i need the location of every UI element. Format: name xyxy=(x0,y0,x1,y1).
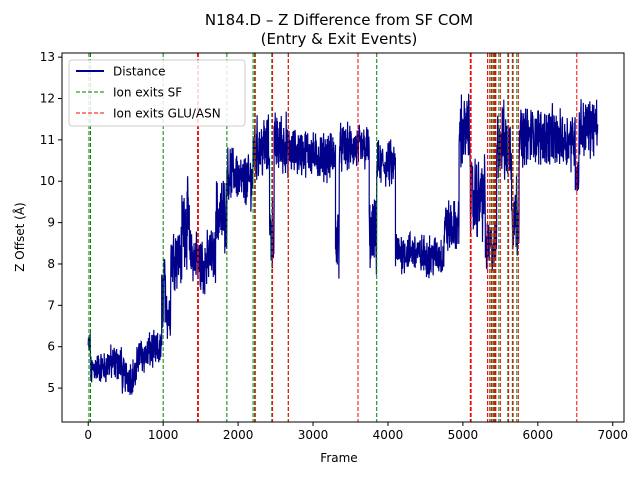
y-tick-label: 6 xyxy=(47,340,55,354)
x-tick-label: 2000 xyxy=(223,428,254,442)
y-axis: 5 6 7 8 9 10 11 12 13 xyxy=(40,50,62,395)
x-tick-label: 4000 xyxy=(373,428,404,442)
y-tick-label: 9 xyxy=(47,216,55,230)
x-axis-label: Frame xyxy=(320,451,357,465)
legend-label-sf-exit: Ion exits SF xyxy=(113,86,182,100)
x-tick-label: 3000 xyxy=(298,428,329,442)
x-tick-label: 1000 xyxy=(148,428,179,442)
x-tick-label: 5000 xyxy=(448,428,479,442)
legend-label-distance: Distance xyxy=(113,65,165,79)
y-tick-label: 7 xyxy=(47,298,55,312)
y-tick-label: 8 xyxy=(47,257,55,271)
x-axis: 0 1000 2000 3000 4000 5000 6000 7000 xyxy=(84,422,628,442)
y-tick-label: 11 xyxy=(40,133,55,147)
chart-title: N184.D – Z Difference from SF COM xyxy=(205,11,473,29)
x-tick-label: 0 xyxy=(84,428,92,442)
x-tick-label: 7000 xyxy=(597,428,628,442)
y-tick-label: 12 xyxy=(40,92,55,106)
y-tick-label: 10 xyxy=(40,174,55,188)
legend-box xyxy=(68,59,246,127)
y-axis-label: Z Offset (Å) xyxy=(12,202,27,271)
legend: Distance Ion exits SF Ion exits GLU/ASN xyxy=(68,59,246,127)
y-tick-label: 13 xyxy=(40,50,55,64)
y-tick-label: 5 xyxy=(47,381,55,395)
legend-label-glu-exit: Ion exits GLU/ASN xyxy=(113,107,221,121)
chart-subtitle: (Entry & Exit Events) xyxy=(261,30,418,48)
axes-frame xyxy=(61,52,625,423)
x-tick-label: 6000 xyxy=(523,428,554,442)
